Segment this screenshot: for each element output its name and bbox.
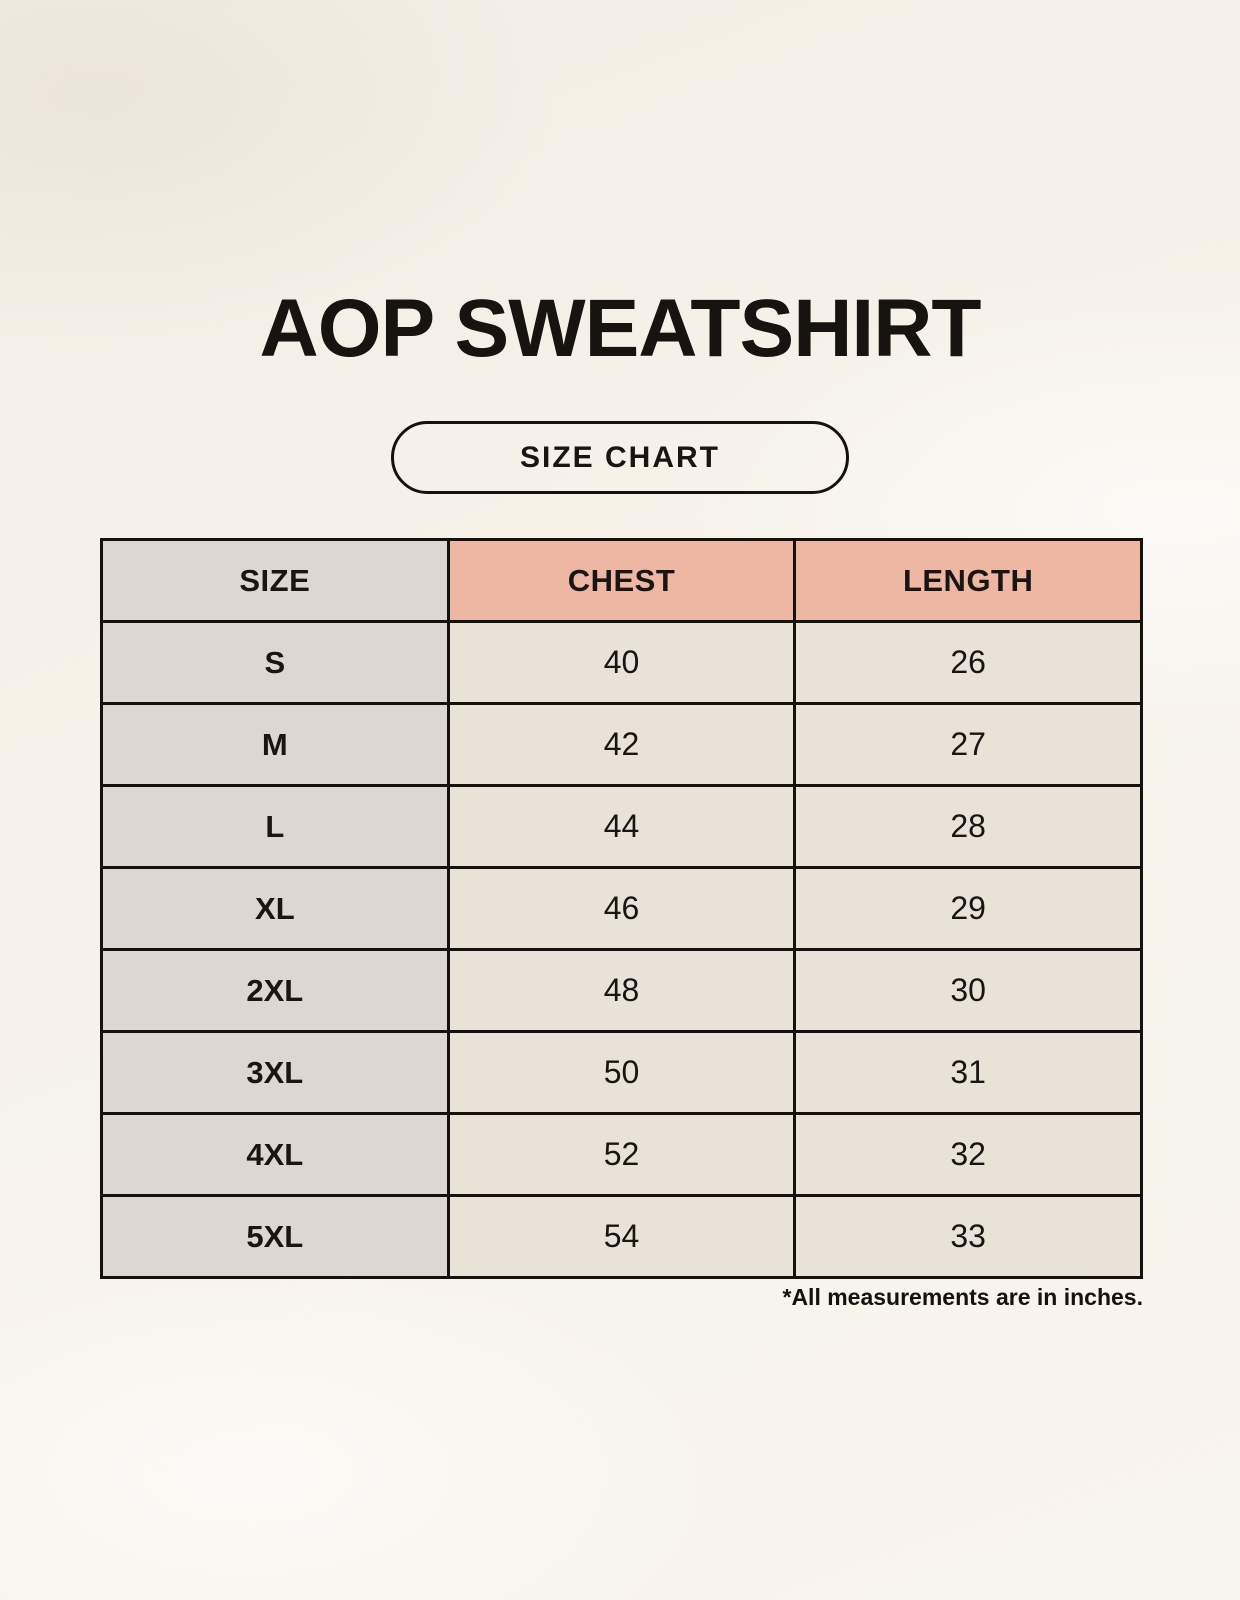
table-row: 5XL 54 33 xyxy=(100,1194,1143,1279)
size-label-cell: 4XL xyxy=(100,1112,450,1197)
length-value-cell: 31 xyxy=(793,1030,1143,1115)
header-row: SIZE CHEST LENGTH xyxy=(100,538,1143,623)
measurements-footnote: *All measurements are in inches. xyxy=(782,1284,1144,1310)
chest-value-cell: 44 xyxy=(446,784,797,869)
size-label-cell: M xyxy=(100,702,450,787)
header-cell-size: SIZE xyxy=(100,538,450,623)
table-row: M 42 27 xyxy=(100,702,1143,787)
chest-value-cell: 40 xyxy=(446,620,797,705)
chest-value-cell: 50 xyxy=(446,1030,797,1115)
size-chart-table: SIZE CHEST LENGTH S 40 26 M 42 27 L 44 2… xyxy=(100,538,1143,1279)
size-label-cell: 2XL xyxy=(100,948,450,1033)
table-row: XL 46 29 xyxy=(100,866,1143,951)
chest-value-cell: 54 xyxy=(446,1194,797,1279)
chest-value-cell: 46 xyxy=(446,866,797,951)
size-label-cell: L xyxy=(100,784,450,869)
length-value-cell: 27 xyxy=(793,702,1143,787)
length-value-cell: 33 xyxy=(793,1194,1143,1279)
length-value-cell: 29 xyxy=(793,866,1143,951)
size-chart-badge[interactable]: SIZE CHART xyxy=(391,421,849,494)
table-row: 4XL 52 32 xyxy=(100,1112,1143,1197)
chest-value-cell: 48 xyxy=(446,948,797,1033)
table-row: L 44 28 xyxy=(100,784,1143,869)
size-label-cell: S xyxy=(100,620,450,705)
size-label-cell: 5XL xyxy=(100,1194,450,1279)
length-value-cell: 32 xyxy=(793,1112,1143,1197)
table-row: S 40 26 xyxy=(100,620,1143,705)
length-value-cell: 26 xyxy=(793,620,1143,705)
size-chart-badge-label: SIZE CHART xyxy=(520,440,720,474)
length-value-cell: 30 xyxy=(793,948,1143,1033)
page-title: AOP SWEATSHIRT xyxy=(259,283,982,374)
table-row: 2XL 48 30 xyxy=(100,948,1143,1033)
chest-value-cell: 42 xyxy=(446,702,797,787)
header-cell-chest: CHEST xyxy=(446,538,797,623)
size-label-cell: XL xyxy=(100,866,450,951)
size-label-cell: 3XL xyxy=(100,1030,450,1115)
table-row: 3XL 50 31 xyxy=(100,1030,1143,1115)
chest-value-cell: 52 xyxy=(446,1112,797,1197)
header-cell-length: LENGTH xyxy=(793,538,1143,623)
length-value-cell: 28 xyxy=(793,784,1143,869)
